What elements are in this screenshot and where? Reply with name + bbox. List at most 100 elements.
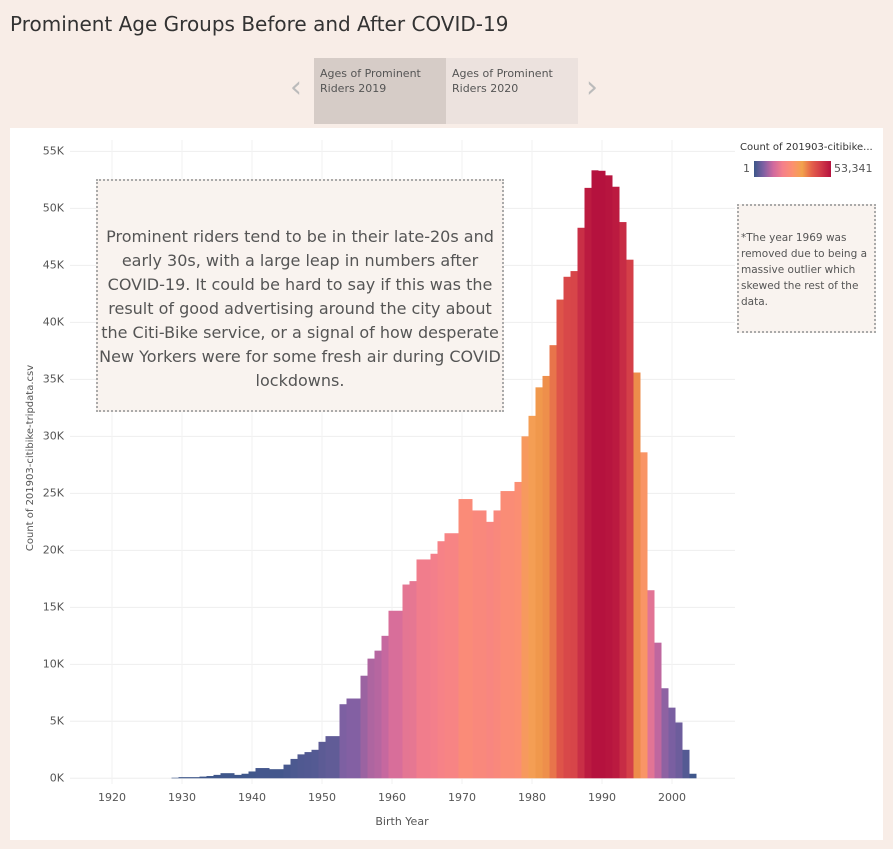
bar: [213, 774, 221, 779]
bar: [276, 769, 284, 779]
x-tick-label: 1960: [378, 791, 406, 804]
bar: [528, 415, 536, 779]
y-tick-label: 35K: [43, 372, 65, 385]
bar: [171, 777, 179, 779]
bar: [458, 499, 466, 779]
bar: [248, 771, 256, 779]
y-tick-label: 45K: [43, 258, 65, 271]
bar: [668, 707, 676, 779]
bar: [304, 752, 312, 779]
bar: [689, 773, 697, 779]
bar: [416, 559, 424, 779]
y-tick-label: 5K: [50, 714, 65, 727]
bar: [633, 372, 641, 779]
y-tick-label: 10K: [43, 657, 65, 670]
bar: [227, 773, 235, 779]
prev-arrow[interactable]: ‹: [290, 70, 302, 105]
y-tick-label: 0K: [50, 771, 65, 784]
bar: [542, 375, 550, 779]
bar: [465, 499, 473, 779]
story-tab[interactable]: Ages of Prominent Riders 2020: [446, 58, 578, 124]
bar: [199, 776, 207, 779]
bar: [283, 764, 291, 779]
bar: [367, 658, 375, 779]
legend-min: 1: [743, 162, 750, 175]
dashboard-title: Prominent Age Groups Before and After CO…: [10, 12, 509, 36]
y-tick-label: 55K: [43, 144, 65, 157]
bar: [654, 642, 662, 779]
bar: [619, 222, 627, 779]
bar: [444, 533, 452, 779]
bar: [682, 749, 690, 779]
bar: [612, 186, 620, 779]
bar: [297, 754, 305, 779]
x-tick-label: 1940: [238, 791, 266, 804]
annotation: Prominent riders tend to be in their lat…: [96, 179, 504, 412]
bar: [556, 299, 564, 779]
note: *The year 1969 was removed due to being …: [737, 204, 876, 333]
bar: [514, 481, 522, 779]
y-tick-label: 40K: [43, 315, 65, 328]
bar: [549, 345, 557, 779]
bar: [402, 584, 410, 779]
bar: [675, 722, 683, 779]
bar: [521, 436, 529, 779]
bar: [605, 175, 613, 779]
bar: [430, 553, 438, 779]
bar: [353, 698, 361, 779]
bar: [493, 510, 501, 779]
bar: [290, 758, 298, 779]
x-tick-label: 1930: [168, 791, 196, 804]
bar: [535, 387, 543, 779]
bar: [318, 741, 326, 779]
bar: [598, 170, 606, 779]
x-tick-label: 1920: [98, 791, 126, 804]
bar: [500, 491, 508, 779]
bar: [332, 736, 340, 779]
bar: [388, 610, 396, 779]
bar: [451, 533, 459, 779]
bar: [255, 768, 263, 779]
bar: [479, 510, 487, 779]
legend-colorbar: [754, 161, 831, 177]
bar: [178, 777, 186, 779]
bar: [507, 491, 515, 779]
legend-max: 53,341: [834, 162, 873, 175]
bar: [234, 774, 242, 779]
bar: [626, 259, 634, 779]
bar: [472, 510, 480, 779]
bar: [360, 675, 368, 779]
bar: [486, 521, 494, 779]
y-tick-label: 50K: [43, 201, 65, 214]
bar: [241, 773, 249, 779]
bar: [311, 749, 319, 779]
x-tick-label: 1980: [518, 791, 546, 804]
bar: [563, 276, 571, 779]
bar: [584, 187, 592, 779]
bar: [325, 736, 333, 779]
y-tick-label: 30K: [43, 429, 65, 442]
bar: [346, 698, 354, 779]
bar: [381, 635, 389, 779]
bar: [577, 227, 585, 779]
bar: [647, 590, 655, 779]
bar: [185, 777, 193, 779]
story-tab[interactable]: Ages of Prominent Riders 2019: [314, 58, 446, 124]
y-tick-label: 15K: [43, 600, 65, 613]
bar: [437, 541, 445, 779]
bar: [339, 704, 347, 779]
bar: [570, 271, 578, 779]
y-axis-label: Count of 201903-citibike-tripdata.csv: [25, 365, 36, 551]
bar: [262, 768, 270, 779]
y-tick-label: 25K: [43, 486, 65, 499]
bar: [192, 777, 200, 779]
x-axis-label: Birth Year: [375, 815, 429, 828]
x-tick-label: 2000: [658, 791, 686, 804]
bar: [661, 688, 669, 779]
bar: [374, 650, 382, 779]
next-arrow[interactable]: ›: [586, 70, 598, 105]
bar: [640, 452, 648, 779]
bar: [395, 610, 403, 779]
